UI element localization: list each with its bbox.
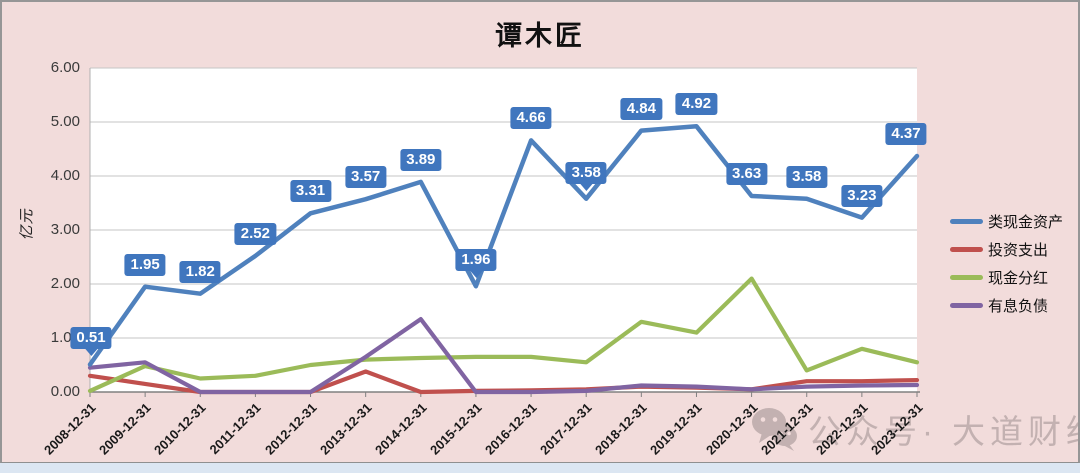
series-line-现金分红 <box>87 276 920 393</box>
data-label: 2.52 <box>234 222 276 245</box>
watermark: 公众号· 大道财经 <box>750 405 1080 453</box>
legend-item-类现金资产: 类现金资产 <box>950 207 1063 235</box>
y-tick-label: 6.00 <box>50 59 80 76</box>
legend-item-投资支出: 投资支出 <box>950 235 1063 263</box>
y-tick-label: 0.00 <box>50 383 80 400</box>
y-tick-label: 5.00 <box>50 113 80 130</box>
y-tick-label: 3.00 <box>50 221 80 238</box>
legend-swatch <box>950 302 983 308</box>
data-label: 3.31 <box>289 180 332 203</box>
legend-label: 类现金资产 <box>988 213 1064 231</box>
legend-label: 投资支出 <box>988 241 1049 259</box>
legend-swatch <box>950 246 983 252</box>
wechat-icon <box>750 406 798 452</box>
legend-item-现金分红: 现金分红 <box>950 263 1063 291</box>
data-label: 1.82 <box>179 260 221 283</box>
data-label: 4.37 <box>885 123 927 146</box>
watermark-text-2: 大道财经 <box>952 413 1080 450</box>
legend-swatch <box>950 274 983 280</box>
series-line-类现金资产 <box>87 124 920 367</box>
data-label: 1.95 <box>124 253 166 276</box>
data-label: 3.57 <box>345 166 387 189</box>
data-label: 0.51 <box>70 327 112 357</box>
legend-item-有息负债: 有息负债 <box>950 291 1063 319</box>
data-label: 3.58 <box>565 161 607 191</box>
data-label: 1.96 <box>455 249 497 279</box>
data-label: 3.23 <box>841 184 883 207</box>
legend-label: 现金分红 <box>988 269 1049 287</box>
legend-swatch <box>950 218 983 224</box>
series-line-有息负债 <box>87 317 920 395</box>
chart-lines-layer <box>87 67 920 397</box>
legend-label: 有息负债 <box>988 297 1049 315</box>
data-label: 4.84 <box>620 97 662 120</box>
y-tick-label: 2.00 <box>50 275 80 292</box>
data-label: 4.66 <box>510 107 552 130</box>
watermark-text-1: 公众号· <box>808 413 938 450</box>
data-label: 3.58 <box>786 165 828 188</box>
chart-canvas: 谭木匠 亿元 <box>0 0 1080 463</box>
y-tick-label: 4.00 <box>50 167 80 184</box>
chart-title: 谭木匠 <box>495 21 585 52</box>
data-label: 4.92 <box>675 93 718 116</box>
data-label: 3.63 <box>725 162 768 185</box>
chart-legend: 类现金资产投资支出现金分红有息负债 <box>950 207 1063 319</box>
data-label: 3.89 <box>400 148 442 171</box>
